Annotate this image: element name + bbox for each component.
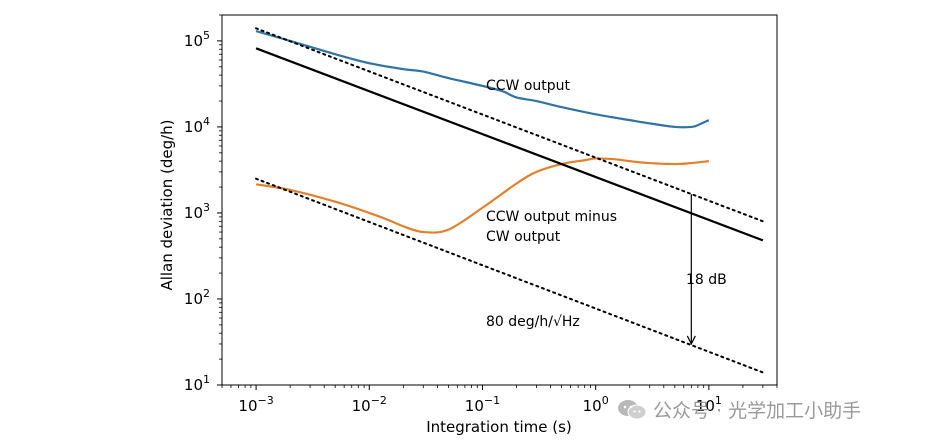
y-tick-label: 105: [184, 29, 210, 50]
x-axis-ticks: 10−3 10−2 10−1 100 101: [221, 385, 778, 415]
watermark-text: 公众号 · 光学加工小助手: [653, 400, 862, 422]
series-reference-solid: [255, 47, 764, 242]
diff-output-label-line1: CCW output minus: [486, 209, 617, 225]
y-tick-label: 104: [184, 115, 210, 136]
y-tick-label: 103: [184, 201, 210, 222]
diff-output-label-line2: CW output: [486, 229, 561, 245]
x-axis-label: Integration time (s): [426, 418, 572, 436]
x-tick-label: 10−3: [238, 394, 273, 415]
gap-label: 18 dB: [686, 272, 727, 288]
ccw-output-label: CCW output: [486, 78, 571, 94]
x-tick-label: 100: [583, 394, 609, 415]
wechat-icon: [618, 399, 647, 419]
gap-arrow-head: [686, 335, 696, 346]
series-reference-upper: [255, 27, 764, 223]
plot-frame: [221, 14, 778, 386]
y-axis-label: Allan deviation (deg/h): [158, 119, 176, 290]
series-layer: [255, 27, 764, 374]
arw-label: 80 deg/h/√Hz: [486, 314, 580, 330]
gap-arrow: [686, 194, 696, 346]
series-reference-lower: [255, 177, 764, 374]
x-tick-label: 101: [696, 394, 722, 415]
series-ccw-output: [255, 30, 710, 129]
y-tick-label: 102: [184, 287, 210, 308]
y-tick-label: 101: [184, 373, 210, 394]
y-axis-ticks: 101 102 103 104 105: [184, 14, 222, 394]
watermark: 公众号 · 光学加工小助手: [617, 396, 861, 423]
series-ccw-output-minus-cw-output: [255, 157, 709, 234]
x-tick-label: 10−1: [465, 394, 500, 415]
x-tick-label: 10−2: [352, 394, 387, 415]
